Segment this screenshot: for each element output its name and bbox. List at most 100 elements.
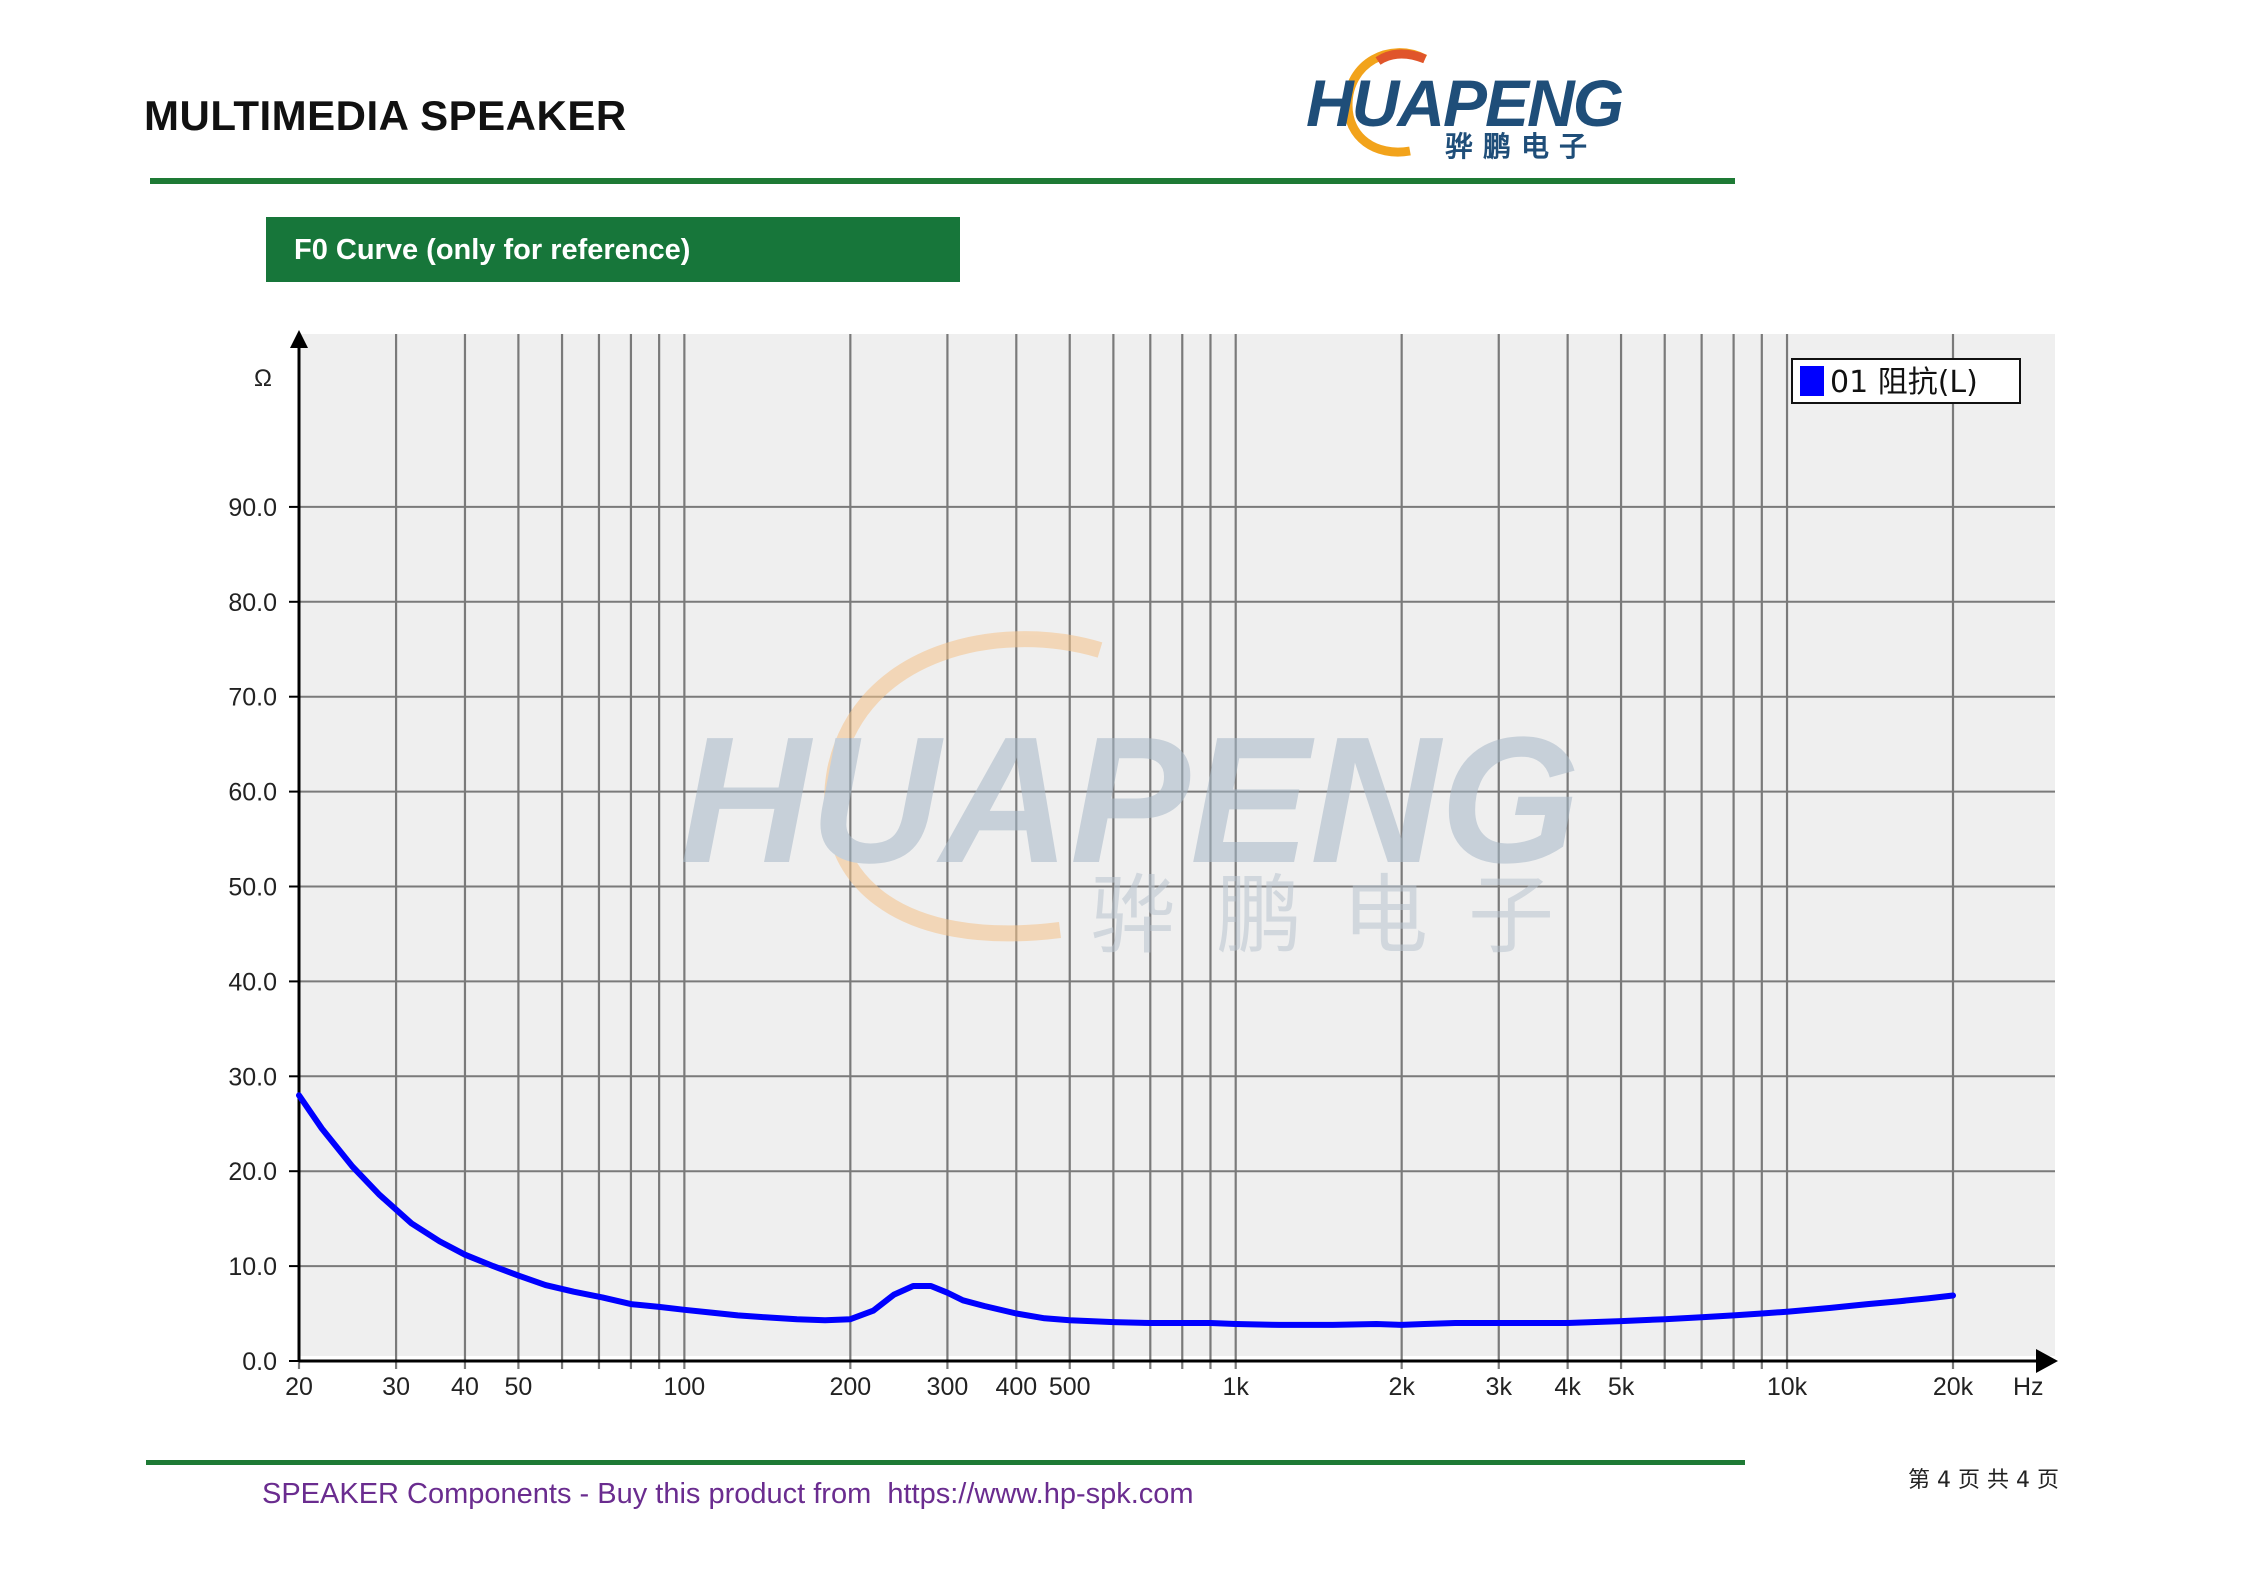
x-tick-label: 5k [1608,1373,1635,1401]
y-tick-label: 70.0 [228,684,277,712]
data-point [711,1312,713,1314]
legend-swatch [1800,366,1824,396]
data-point [1278,1324,1280,1326]
data-point [824,1319,826,1321]
data-point [351,1165,353,1167]
data-point [1423,1323,1425,1325]
data-point [1454,1322,1456,1324]
x-tick-label: 100 [664,1373,706,1401]
y-unit-label: Ω [254,365,272,392]
data-point [1235,1323,1237,1325]
data-point [764,1316,766,1318]
data-point [1701,1316,1703,1318]
legend-label: 01 阻抗(L) [1830,365,1978,400]
data-point [1664,1318,1666,1320]
data-point [1015,1313,1017,1315]
section-banner: F0 Curve (only for reference) [266,217,960,282]
data-point [1112,1321,1114,1323]
data-point [1535,1322,1537,1324]
footer-link-text[interactable]: SPEAKER Components - Buy this product fr… [262,1478,1194,1510]
data-point [1181,1322,1183,1324]
y-axis-arrow-icon [290,330,308,348]
data-point [872,1310,874,1312]
data-point [1620,1320,1622,1322]
data-point [1149,1322,1151,1324]
data-point [983,1305,985,1307]
x-tick-label: 4k [1554,1373,1581,1401]
data-point [893,1294,895,1296]
data-point [1209,1322,1211,1324]
data-point [1733,1314,1735,1316]
data-point [1867,1303,1869,1305]
x-tick-label: 50 [504,1373,532,1401]
y-tick-label: 90.0 [228,494,277,522]
data-point [796,1318,798,1320]
series-line-impedance [296,1092,1956,1328]
data-point [439,1240,441,1242]
data-point [601,1296,603,1298]
data-point [737,1314,739,1316]
y-tick-label: 20.0 [228,1158,277,1186]
x-tick-label: 20k [1933,1373,1974,1401]
data-point [1830,1307,1832,1309]
x-tick-label: 30 [382,1373,410,1401]
y-tick-label: 50.0 [228,874,277,902]
data-point [1401,1324,1403,1326]
data-point [492,1265,494,1267]
data-point [946,1292,948,1294]
x-tick-label: 10k [1767,1373,1808,1401]
header-divider [150,178,1735,184]
y-tick-label: 0.0 [242,1348,277,1376]
watermark-wordmark: HUAPENG [680,700,1580,901]
data-point [1375,1323,1377,1325]
x-tick-label: 500 [1049,1373,1091,1401]
y-tick-label: 80.0 [228,589,277,617]
data-point [573,1291,575,1293]
footer-divider [146,1460,1745,1465]
data-point [411,1222,413,1224]
x-tick-label: 40 [451,1373,479,1401]
data-point [1044,1317,1046,1319]
y-tick-label: 10.0 [228,1253,277,1281]
watermark-chinese-name: 骅鹏电子 [1090,866,1594,966]
watermark-logo: HUAPENG 骅鹏电子 [680,631,1594,966]
section-title: F0 Curve (only for reference) [294,234,691,266]
data-point [1927,1297,1929,1299]
data-point [545,1284,547,1286]
page-count: 第 4 页 共 4 页 [1908,1468,2059,1493]
x-tick-label: 400 [995,1373,1037,1401]
logo-wordmark: HUAPENG [1306,66,1624,140]
data-point [464,1254,466,1256]
company-logo: HUAPENG 骅鹏电子 [1290,45,1630,165]
y-tick-label: 40.0 [228,968,277,996]
data-point [962,1299,964,1301]
data-point [1952,1295,1954,1297]
data-point [1332,1324,1334,1326]
x-tick-label: 3k [1486,1373,1513,1401]
data-point [630,1303,632,1305]
data-point [298,1094,300,1096]
data-point [1786,1311,1788,1313]
x-tick-label: 20 [285,1373,313,1401]
x-tick-label: 1k [1222,1373,1249,1401]
x-tick-label: 2k [1388,1373,1415,1401]
data-point [658,1306,660,1308]
logo-chinese-name: 骅鹏电子 [1445,130,1598,163]
x-axis-arrow-icon [2036,1349,2058,1373]
logo-swoosh-icon [1343,48,1428,157]
data-point [517,1275,519,1277]
data-point [1899,1300,1901,1302]
data-point [683,1309,685,1311]
data-point [1069,1319,1071,1321]
legend: 01 阻抗(L) [1791,358,2021,404]
data-point [930,1285,932,1287]
data-point [1567,1322,1569,1324]
data-point [1761,1313,1763,1315]
x-tick-label: 300 [927,1373,969,1401]
y-tick-label: 60.0 [228,779,277,807]
legend-box [1791,358,2021,404]
x-unit-label: Hz [2013,1373,2044,1401]
data-point [379,1194,381,1196]
data-point [912,1285,914,1287]
